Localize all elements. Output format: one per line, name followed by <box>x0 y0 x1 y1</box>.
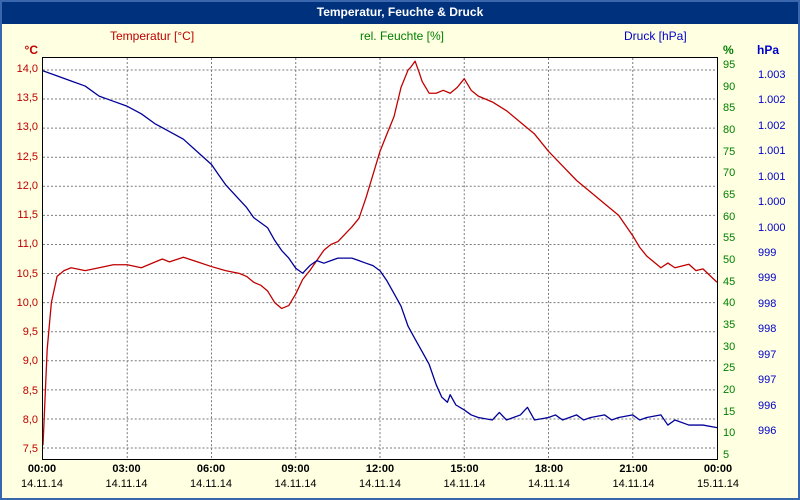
pressure-axis-tick: 1.000 <box>758 221 786 234</box>
window-title: Temperatur, Feuchte & Druck <box>316 5 484 19</box>
pressure-axis-tick: 1.002 <box>758 94 786 107</box>
pressure-axis-tick: 1.000 <box>758 196 786 209</box>
pressure-axis-tick: 999 <box>758 272 777 285</box>
humidity-axis-tick: 65 <box>723 189 736 201</box>
temperature-axis-tick: 10,5 <box>16 267 38 280</box>
x-axis-date-label: 15.11.14 <box>696 478 739 490</box>
humidity-axis-tick: 10 <box>723 427 736 440</box>
temperature-unit-label: °C <box>24 43 38 57</box>
humidity-axis-tick: 15 <box>723 405 736 418</box>
pressure-axis-tick: 996 <box>758 399 777 412</box>
humidity-axis-tick: 75 <box>723 145 736 158</box>
x-axis-time-label: 12:00 <box>365 463 395 475</box>
temperature-axis-tick: 13,5 <box>16 92 38 105</box>
pressure-axis-tick: 997 <box>758 374 777 387</box>
pressure-axis-tick: 1.002 <box>758 119 786 132</box>
window-titlebar: Temperatur, Feuchte & Druck <box>2 2 798 24</box>
pressure-axis-tick: 996 <box>758 425 777 437</box>
x-axis-date-label: 14.11.14 <box>443 478 486 490</box>
temperature-axis-tick: 7,5 <box>22 443 38 455</box>
temperature-axis-title: Temperatur [°C] <box>110 29 195 43</box>
temperature-axis-tick: 12,5 <box>16 150 38 163</box>
pressure-axis-tick: 998 <box>758 323 777 336</box>
humidity-axis-tick: 40 <box>723 297 736 310</box>
x-axis-time-label: 00:00 <box>27 463 57 475</box>
x-axis-time-label: 21:00 <box>619 463 648 475</box>
pressure-axis-tick: 1.001 <box>758 170 786 183</box>
humidity-axis-tick: 85 <box>723 102 736 115</box>
temperature-axis-tick: 13,0 <box>16 121 38 134</box>
x-axis-time-label: 03:00 <box>112 463 141 475</box>
x-axis-date-label: 14.11.14 <box>20 478 63 490</box>
temperature-axis-tick: 8,0 <box>22 413 38 426</box>
x-axis-date-label: 14.11.14 <box>527 478 570 490</box>
temperature-axis-tick: 11,0 <box>17 238 38 251</box>
pressure-axis-tick: 997 <box>758 348 777 361</box>
humidity-axis-tick: 5 <box>723 449 730 461</box>
humidity-axis-tick: 70 <box>723 167 736 180</box>
x-axis-time-label: 09:00 <box>281 463 310 475</box>
chart-canvas <box>43 58 717 459</box>
x-axis-date-label: 14.11.14 <box>358 478 401 490</box>
x-axis-time-label: 15:00 <box>450 463 479 475</box>
series-line-temperature <box>43 60 717 446</box>
temperature-axis-tick: 12,0 <box>16 179 38 192</box>
pressure-axis-tick: 1.001 <box>758 145 786 158</box>
humidity-axis-tick: 55 <box>723 232 736 245</box>
x-axis-date-label: 14.11.14 <box>189 478 232 490</box>
humidity-axis-tick: 50 <box>723 254 736 266</box>
pressure-axis-tick: 1.003 <box>758 69 786 81</box>
pressure-unit-label: hPa <box>757 43 780 57</box>
plot-area <box>42 57 718 460</box>
series-line-pressure <box>43 70 717 429</box>
x-axis-time-label: 00:00 <box>703 463 733 475</box>
temperature-axis-tick: 11,5 <box>17 209 38 222</box>
humidity-axis-tick: 60 <box>723 210 736 223</box>
x-axis-date-label: 14.11.14 <box>274 478 317 490</box>
temperature-axis-tick: 9,0 <box>22 355 38 368</box>
humidity-axis-tick: 20 <box>723 384 736 396</box>
humidity-axis-tick: 30 <box>723 340 736 353</box>
x-axis-date-label: 14.11.14 <box>612 478 655 490</box>
temperature-axis-tick: 14,0 <box>16 63 38 75</box>
temperature-axis-tick: 8,5 <box>22 384 38 397</box>
humidity-axis-tick: 35 <box>723 319 736 331</box>
temperature-axis-tick: 9,5 <box>22 326 38 339</box>
humidity-axis-tick: 80 <box>723 124 736 136</box>
pressure-axis-tick: 998 <box>758 297 777 310</box>
x-axis-time-label: 18:00 <box>534 463 564 475</box>
pressure-axis-title: Druck [hPa] <box>624 29 687 43</box>
x-axis-time-label: 06:00 <box>196 463 226 475</box>
temperature-axis-tick: 10,0 <box>16 296 38 309</box>
humidity-axis-tick: 95 <box>723 59 736 71</box>
x-axis-date-label: 14.11.14 <box>105 478 148 490</box>
humidity-axis-tick: 90 <box>723 80 736 93</box>
humidity-unit-label: % <box>723 43 734 57</box>
humidity-axis-tick: 25 <box>723 362 736 375</box>
pressure-axis-tick: 999 <box>758 247 777 259</box>
humidity-axis-tick: 45 <box>723 275 736 288</box>
humidity-axis-title: rel. Feuchte [%] <box>359 29 445 43</box>
